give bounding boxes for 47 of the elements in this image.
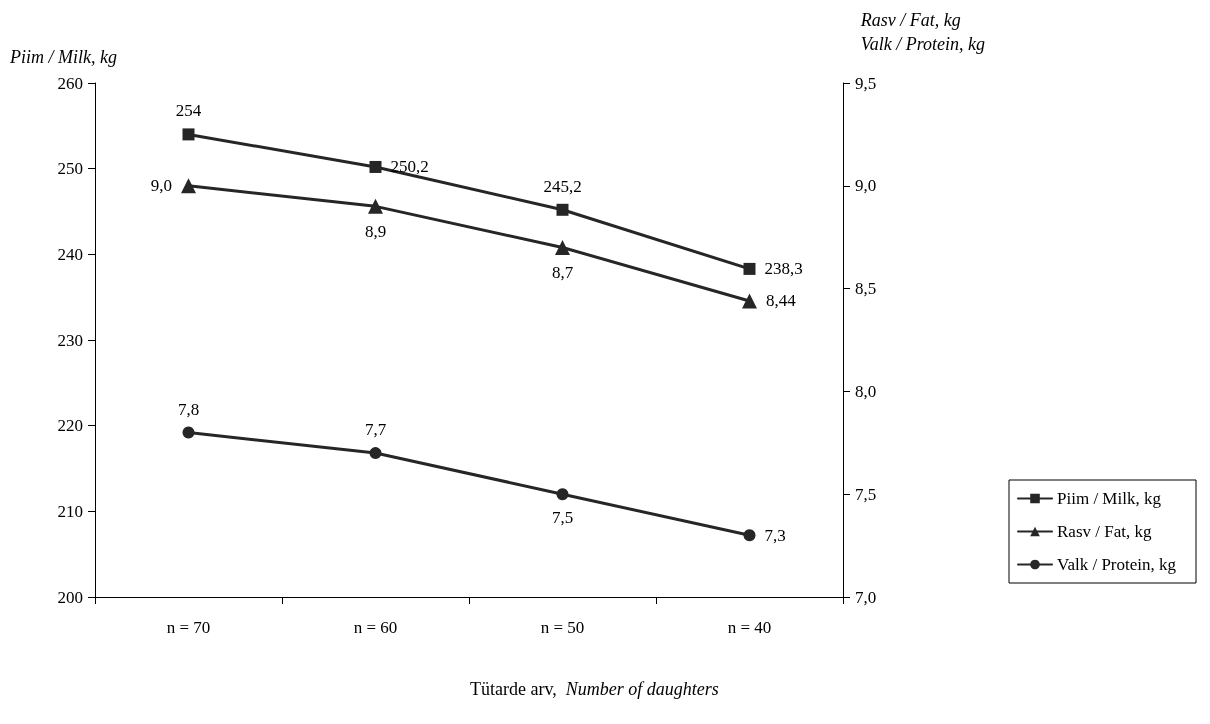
point: [369, 160, 382, 173]
x-tick-label: n = 40: [727, 618, 772, 637]
data-label: 250,2: [390, 157, 429, 177]
data-label: 7,3: [764, 525, 786, 545]
point: [555, 239, 570, 255]
point: [556, 488, 569, 501]
data-label: 7,7: [364, 420, 387, 440]
data-label: 8,44: [766, 291, 797, 311]
point: [743, 529, 756, 542]
point: [742, 293, 757, 309]
data-label: 8,7: [551, 262, 574, 282]
data-label: 8,9: [364, 221, 387, 241]
point: [182, 426, 195, 439]
legend-label: Rasv / Fat, kg: [1057, 522, 1152, 541]
y-axis-title: Piim / Milk, kg: [9, 47, 117, 67]
point: [556, 203, 569, 216]
y2-tick-label: 9,0: [855, 176, 877, 196]
y-tick-label: 240: [57, 244, 83, 264]
x-tick-label: n = 50: [540, 618, 585, 637]
point: [181, 178, 196, 194]
data-label: 245,2: [543, 176, 582, 196]
y2-tick-label: 7,0: [855, 587, 877, 607]
y2-tick-label: 8,0: [855, 381, 877, 401]
data-label: 7,8: [177, 399, 200, 419]
y2-axis-title: Rasv / Fat, kg Valk / Protein, kg: [859, 10, 986, 54]
y-tick-label: 220: [57, 416, 83, 436]
data-label: 7,5: [551, 508, 574, 528]
y2-tick-label: 9,5: [855, 73, 877, 93]
x-tick-label: n = 60: [353, 618, 398, 637]
data-label: 238,3: [764, 259, 803, 279]
x-axis-title: Tütarde arv, Number of daughters: [470, 679, 719, 699]
point: [369, 447, 382, 460]
legend-label: Valk / Protein, kg: [1057, 555, 1177, 574]
y-tick-label: 260: [57, 73, 83, 93]
y2-tick-label: 8,5: [855, 279, 877, 299]
point: [368, 198, 383, 214]
point: [182, 128, 195, 141]
y-tick-label: 210: [57, 501, 83, 521]
point: [743, 262, 756, 275]
y2-tick-label: 7,5: [855, 484, 877, 504]
legend-label: Piim / Milk, kg: [1057, 489, 1162, 508]
y-tick-label: 250: [57, 159, 83, 179]
data-label: 254: [175, 101, 202, 121]
y-tick-label: 230: [57, 330, 83, 350]
x-tick-label: n = 70: [166, 618, 211, 637]
y-tick-label: 200: [57, 587, 83, 607]
data-label: 9,0: [150, 176, 172, 196]
